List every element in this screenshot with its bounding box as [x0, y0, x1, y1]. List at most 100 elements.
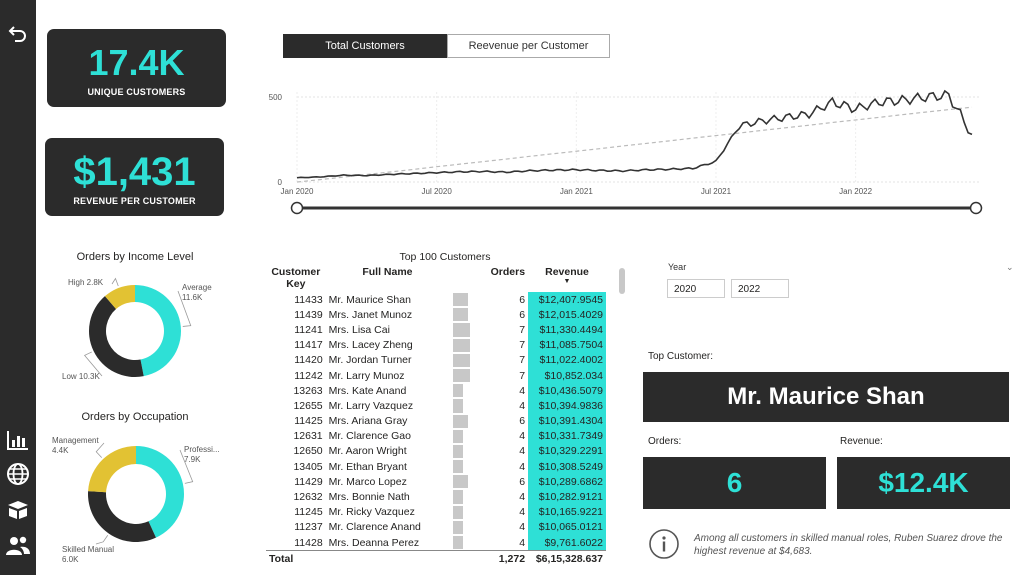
- sort-desc-icon: ▼: [563, 278, 571, 285]
- col-revenue[interactable]: Revenue ▼: [528, 262, 606, 292]
- table-row[interactable]: 11429 Mr. Marco Lopez 6 $10,289.6862: [266, 474, 606, 490]
- cell-customer-key: 11439: [294, 308, 323, 321]
- cell-customer-key: 11417: [294, 339, 323, 352]
- orders-label: Orders:: [648, 436, 682, 447]
- table-row[interactable]: 11237 Mr. Clarence Anand 4 $10,065.0121: [266, 519, 606, 535]
- tab-revenue-per-customer[interactable]: Reevenue per Customer: [447, 34, 610, 58]
- globe-icon[interactable]: [4, 460, 32, 488]
- cell-full-name: Mr. Marco Lopez: [328, 475, 407, 488]
- table-row[interactable]: 12650 Mr. Aaron Wright 4 $10,329.2291: [266, 443, 606, 460]
- col-orders[interactable]: Orders: [490, 266, 526, 278]
- total-label: Total: [266, 550, 326, 567]
- cell-full-name: Mrs. Ariana Gray: [328, 415, 408, 428]
- table-row[interactable]: 12632 Mrs. Bonnie Nath 4 $10,282.9121: [266, 489, 606, 505]
- table-row[interactable]: 11241 Mrs. Lisa Cai 7 $11,330.4494: [266, 322, 606, 338]
- col-revenue-label: Revenue: [545, 266, 589, 278]
- cell-full-name: Mr. Clarence Gao: [328, 430, 411, 443]
- donut-label: 6.0K: [62, 555, 79, 564]
- orders-data-bar: [453, 384, 463, 398]
- cell-orders: 4: [449, 535, 528, 551]
- cell-orders: 4: [449, 398, 528, 413]
- orders-data-bar: [453, 460, 463, 474]
- people-icon[interactable]: [4, 532, 32, 560]
- orders-value: 7: [519, 354, 526, 367]
- donut-slice-skilled-manual: [88, 491, 156, 542]
- table-row[interactable]: 11433 Mr. Maurice Shan 6 $12,407.9545: [266, 292, 606, 308]
- table-title: Top 100 Customers: [399, 251, 491, 263]
- orders-value: 6: [519, 475, 526, 488]
- orders-value: 4: [519, 491, 526, 504]
- table-scrollbar[interactable]: [619, 268, 625, 294]
- year-from-input[interactable]: 2020: [667, 279, 725, 298]
- table-row[interactable]: 11245 Mr. Ricky Vazquez 4 $10,165.9221: [266, 504, 606, 520]
- donut-slice-average: [135, 285, 181, 377]
- x-tick-label: Jul 2021: [701, 187, 732, 196]
- table-row[interactable]: 11420 Mr. Jordan Turner 7 $11,022.4002: [266, 352, 606, 368]
- donut-label: 4.4K: [52, 446, 69, 455]
- col-full-name[interactable]: Full Name: [362, 266, 413, 278]
- col-customer-key[interactable]: Customer Key: [271, 266, 321, 290]
- info-icon[interactable]: [648, 528, 680, 560]
- year-to-input[interactable]: 2022: [731, 279, 789, 298]
- trend-line: [296, 106, 973, 183]
- box-icon[interactable]: [4, 496, 32, 524]
- cell-customer-key: 11241: [294, 323, 323, 336]
- orders-data-bar: [453, 368, 471, 383]
- x-tick-label: Jan 2020: [281, 187, 314, 196]
- orders-data-bar: [453, 429, 463, 443]
- table-row[interactable]: 11425 Mrs. Ariana Gray 6 $10,391.4304: [266, 413, 606, 429]
- table-row[interactable]: 12631 Mr. Clarence Gao 4 $10,331.7349: [266, 428, 606, 444]
- table-row[interactable]: 11417 Mrs. Lacey Zheng 7 $11,085.7504: [266, 337, 606, 353]
- total-blank: [325, 550, 450, 567]
- cell-revenue: $10,329.2291: [528, 443, 606, 460]
- orders-value: 6: [643, 457, 826, 509]
- donut-slice-high: [104, 285, 135, 310]
- donut-slice-management: [88, 446, 136, 493]
- cell-full-name: Mr. Clarence Anand: [328, 521, 421, 534]
- chevron-down-icon[interactable]: ⌄: [1006, 262, 1014, 272]
- orders-data-bar: [453, 444, 463, 459]
- sidebar-nav: [0, 0, 36, 575]
- leader-line: [179, 449, 194, 484]
- unique-customers-label: UNIQUE CUSTOMERS: [87, 87, 186, 97]
- table-row[interactable]: 11242 Mr. Larry Munoz 7 $10,852.034: [266, 367, 606, 384]
- leader-line: [95, 442, 105, 458]
- year-filter-label: Year: [668, 262, 687, 272]
- customers-series-line: [296, 89, 973, 179]
- unique-customers-card: 17.4K UNIQUE CUSTOMERS: [47, 29, 226, 107]
- orders-value: 4: [519, 445, 526, 458]
- donut-label: Professi...: [184, 445, 220, 454]
- tab-total-customers[interactable]: Total Customers: [283, 34, 447, 58]
- cell-orders: 4: [449, 444, 528, 459]
- info-text: Among all customers in skilled manual ro…: [694, 533, 1003, 557]
- cell-customer-key: 13263: [293, 384, 323, 397]
- donut-label: Average: [182, 283, 212, 292]
- table-row[interactable]: 11439 Mrs. Janet Munoz 6 $12,015.4029: [266, 307, 606, 323]
- table-row[interactable]: 11428 Mrs. Deanna Perez 4 $9,761.6022: [266, 535, 606, 551]
- cell-orders: 4: [449, 459, 528, 474]
- cell-revenue: $10,165.9221: [528, 504, 606, 520]
- cell-full-name: Mrs. Kate Anand: [328, 384, 407, 397]
- y-tick-label: 500: [269, 93, 283, 102]
- leader-line: [83, 351, 103, 377]
- orders-value: 4: [519, 506, 526, 519]
- orders-data-bar: [453, 475, 468, 489]
- total-orders: 1,272: [449, 550, 529, 567]
- orders-data-bar: [453, 293, 468, 307]
- back-arrow-icon[interactable]: [4, 20, 32, 48]
- cell-orders: 4: [449, 489, 528, 504]
- top-customers-table[interactable]: Customer Key Full Name Orders Revenue ▼ 11…: [266, 262, 620, 574]
- orders-data-bar: [453, 520, 463, 534]
- cell-full-name: Mr. Jordan Turner: [328, 354, 412, 367]
- leader-line: [95, 535, 109, 545]
- cell-full-name: Mr. Larry Vazquez: [328, 399, 414, 412]
- table-row[interactable]: 12655 Mr. Larry Vazquez 4 $10,394.9836: [266, 398, 606, 414]
- table-row[interactable]: 13405 Mr. Ethan Bryant 4 $10,308.5249: [266, 459, 606, 475]
- cell-customer-key: 11429: [294, 475, 323, 488]
- x-tick-label: Jul 2020: [422, 187, 453, 196]
- orders-value: 4: [519, 430, 526, 443]
- bar-chart-icon[interactable]: [4, 426, 32, 454]
- table-row[interactable]: 13263 Mrs. Kate Anand 4 $10,436.5079: [266, 383, 606, 399]
